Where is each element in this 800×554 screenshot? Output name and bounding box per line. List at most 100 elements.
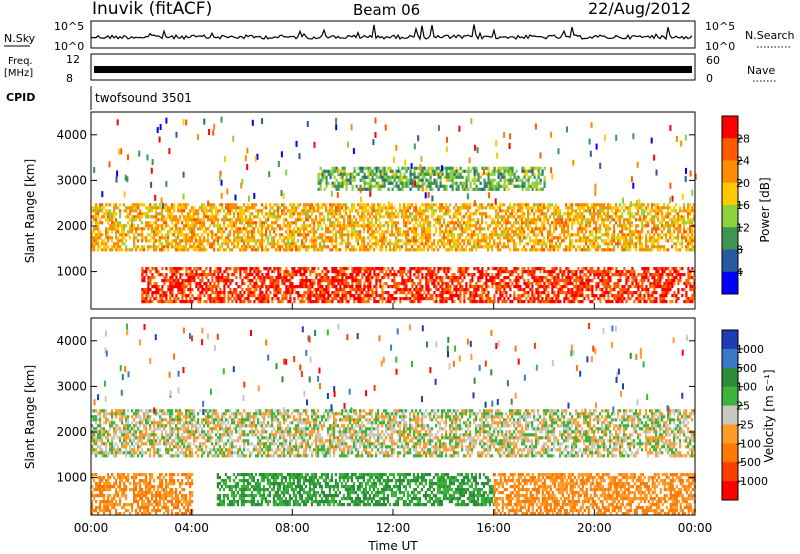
heatmap-cell: [229, 212, 232, 216]
heatmap-cell: [235, 245, 238, 249]
heatmap-cell: [147, 209, 150, 213]
heatmap-cell: [227, 297, 230, 301]
heatmap-cell: [181, 206, 184, 210]
heatmap-cell: [541, 221, 544, 225]
heatmap-cell: [353, 270, 356, 274]
heatmap-cell: [429, 279, 432, 283]
heatmap-cell: [533, 206, 536, 210]
heatmap-cell: [169, 215, 172, 219]
heatmap-cell: [257, 215, 260, 219]
heatmap-cell: [287, 227, 290, 231]
heatmap-cell: [549, 206, 552, 210]
heatmap-cell: [365, 215, 368, 219]
heatmap-cell: [563, 282, 566, 286]
heatmap-cell: [625, 282, 628, 286]
heatmap-cell: [623, 209, 626, 213]
heatmap-cell: [193, 215, 196, 219]
heatmap-cell: [603, 294, 606, 298]
heatmap-cell: [229, 233, 232, 237]
heatmap-cell: [305, 291, 308, 295]
heatmap-cell: [163, 236, 166, 240]
heatmap-cell: [319, 236, 322, 240]
heatmap-cell: [393, 245, 396, 249]
heatmap-cell: [187, 224, 190, 228]
heatmap-cell: [571, 233, 574, 237]
heatmap-cell: [249, 221, 252, 225]
heatmap-cell: [531, 273, 534, 277]
heatmap-cell: [605, 227, 608, 231]
heatmap-cell: [451, 233, 454, 237]
heatmap-cell: [607, 276, 610, 280]
heatmap-cell: [211, 276, 214, 280]
heatmap-cell: [515, 285, 518, 289]
heatmap-cell: [221, 203, 224, 207]
heatmap-cell: [597, 242, 600, 246]
heatmap-cell: [475, 245, 478, 249]
heatmap-cell: [633, 230, 636, 234]
heatmap-cell: [489, 203, 492, 207]
heatmap-cell: [105, 248, 108, 252]
heatmap-cell: [219, 230, 222, 234]
heatmap-cell: [319, 218, 322, 222]
heatmap-cell: [375, 267, 378, 271]
heatmap-cell: [145, 300, 148, 304]
heatmap-cell: [159, 273, 162, 277]
heatmap-cell: [601, 233, 604, 237]
heatmap-cell: [265, 273, 268, 277]
heatmap-cell: [299, 282, 302, 286]
heatmap-cell: [383, 206, 386, 210]
heatmap-cell: [341, 236, 344, 240]
heatmap-cell: [245, 218, 248, 222]
heatmap-cell: [245, 227, 248, 231]
heatmap-cell: [497, 224, 500, 228]
heatmap-cell: [197, 221, 200, 225]
heatmap-cell: [101, 239, 104, 243]
heatmap-cell: [513, 279, 516, 283]
heatmap-cell: [531, 245, 534, 249]
heatmap-cell: [239, 209, 242, 213]
heatmap-cell: [113, 212, 116, 216]
heatmap-cell: [353, 215, 356, 219]
heatmap-cell: [633, 279, 636, 283]
heatmap-cell: [533, 270, 536, 274]
heatmap-cell: [549, 242, 552, 246]
heatmap-cell: [95, 221, 98, 225]
heatmap-cell: [161, 294, 164, 298]
heatmap-cell: [375, 282, 378, 286]
heatmap-cell: [245, 276, 248, 280]
heatmap-cell: [415, 233, 418, 237]
heatmap-cell: [213, 233, 216, 237]
heatmap-cell: [153, 233, 156, 237]
heatmap-cell: [277, 300, 280, 304]
heatmap-cell: [473, 285, 476, 289]
heatmap-cell: [265, 203, 268, 207]
heatmap-cell: [235, 221, 238, 225]
heatmap-cell: [325, 230, 328, 234]
heatmap-cell: [489, 297, 492, 301]
heatmap-cell: [273, 221, 276, 225]
heatmap-cell: [457, 206, 460, 210]
heatmap-cell: [447, 239, 450, 243]
heatmap-cell: [125, 224, 128, 228]
heatmap-cell: [557, 276, 560, 280]
heatmap-cell: [245, 206, 248, 210]
heatmap-cell: [537, 233, 540, 237]
heatmap-cell: [169, 212, 172, 216]
heatmap-cell: [219, 267, 222, 271]
heatmap-cell: [593, 215, 596, 219]
heatmap-cell: [375, 218, 378, 222]
heatmap-cell: [465, 291, 468, 295]
heatmap-cell: [375, 285, 378, 289]
heatmap-cell: [125, 215, 128, 219]
heatmap-cell: [319, 276, 322, 280]
heatmap-cell: [187, 212, 190, 216]
heatmap-cell: [587, 276, 590, 280]
heatmap-cell: [459, 288, 462, 292]
heatmap-cell: [457, 248, 460, 252]
heatmap-cell: [503, 267, 506, 271]
heatmap-cell: [331, 224, 334, 228]
heatmap-cell: [327, 270, 330, 274]
heatmap-cell: [521, 212, 524, 216]
heatmap-cell: [495, 203, 498, 207]
heatmap-cell: [505, 224, 508, 228]
